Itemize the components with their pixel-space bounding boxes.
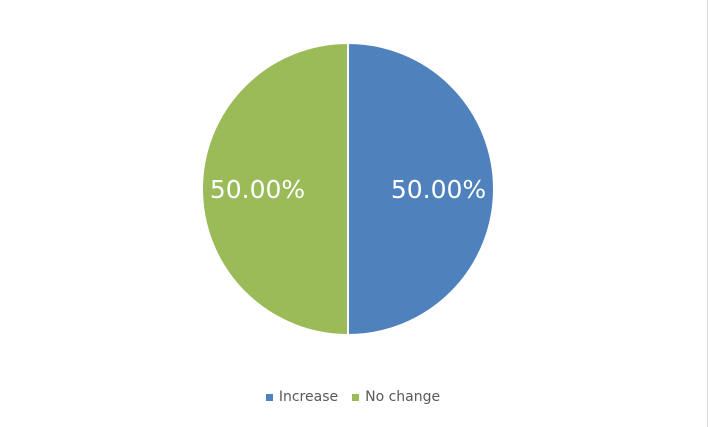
data-label: 50.00% — [210, 175, 305, 204]
legend-swatch-no-change — [352, 393, 360, 401]
chart-border — [707, 0, 708, 427]
legend-label: No change — [365, 389, 441, 405]
legend-item-no-change: No change — [352, 389, 440, 405]
legend-swatch-increase — [265, 393, 273, 401]
pie-slice-no-change — [201, 41, 349, 337]
data-label: 50.00% — [391, 175, 486, 204]
legend-item-increase: Increase — [265, 389, 339, 405]
pie-slice-increase — [347, 41, 495, 337]
legend-label: Increase — [278, 389, 339, 405]
legend: Increase No change — [0, 389, 710, 405]
